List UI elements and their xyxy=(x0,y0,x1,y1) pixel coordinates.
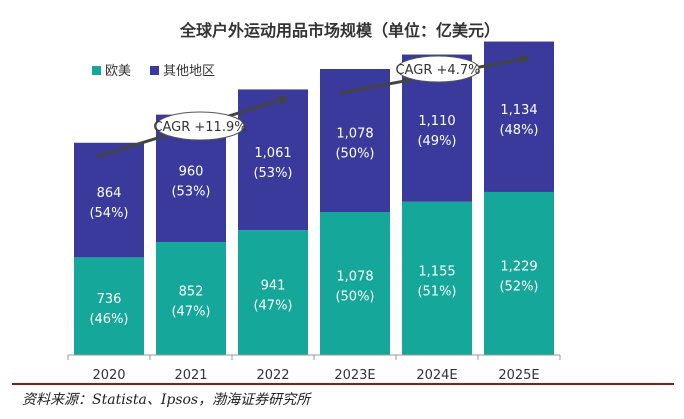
bar-share-label: (46%) xyxy=(89,312,128,327)
legend: 欧美 其他地区 xyxy=(92,64,215,79)
bar-segment-other-regions xyxy=(74,142,144,258)
x-axis-ticks: 2020 2021 2022 2023E 2024E 2025E xyxy=(67,355,561,380)
x-tick-label: 2023E xyxy=(334,368,375,380)
bar-value-label: 852 xyxy=(179,284,204,299)
source-divider xyxy=(12,383,674,385)
x-tick-label: 2020 xyxy=(92,368,125,380)
bar-segment-europe-america xyxy=(156,241,226,355)
bar-segment-europe-america xyxy=(402,201,472,355)
bar-segment-europe-america xyxy=(238,230,308,355)
bars: 736 (46%) 864 (54%) 852 (47%) 960 (53%) 941 (47%)… xyxy=(74,41,554,355)
bar-share-label: (48%) xyxy=(499,123,538,138)
source-note: 资料来源：Statista、Ipsos，渤海证券研究所 xyxy=(22,392,311,408)
x-tick-label: 2022 xyxy=(256,368,289,380)
bar-share-label: (49%) xyxy=(417,134,456,149)
bar-segment-europe-america xyxy=(320,212,390,355)
bar-value-label: 1,229 xyxy=(500,259,537,274)
legend-swatch xyxy=(150,66,159,75)
bar-share-label: (47%) xyxy=(171,304,210,319)
x-tick-label: 2024E xyxy=(416,368,457,380)
bar-share-label: (52%) xyxy=(499,279,538,294)
bar-value-label: 736 xyxy=(97,292,122,307)
bar-value-label: 1,078 xyxy=(336,270,373,285)
chart-title: 全球户外运动用品市场规模（单位：亿美元） xyxy=(179,21,500,40)
bar-value-label: 1,078 xyxy=(336,127,373,142)
bar-share-label: (50%) xyxy=(335,147,374,162)
bar-share-label: (53%) xyxy=(253,166,292,181)
bar-share-label: (50%) xyxy=(335,290,374,305)
bar-share-label: (51%) xyxy=(417,284,456,299)
bar-segment-europe-america xyxy=(484,191,554,355)
bar-value-label: 1,110 xyxy=(418,114,455,129)
bar-share-label: (47%) xyxy=(253,299,292,314)
cagr-ellipse xyxy=(396,55,480,83)
bar-share-label: (53%) xyxy=(171,184,210,199)
bar-segment-europe-america xyxy=(74,257,144,355)
bar-value-label: 960 xyxy=(179,164,204,179)
bar-value-label: 1,155 xyxy=(418,264,455,279)
bar-segment-other-regions xyxy=(484,41,554,192)
legend-swatch xyxy=(92,66,101,75)
cagr-label: CAGR +11.9% xyxy=(153,120,246,135)
bar-value-label: 1,134 xyxy=(500,103,537,118)
cagr-ellipse xyxy=(155,111,245,141)
legend-label: 欧美 xyxy=(105,64,131,79)
x-tick-label: 2025E xyxy=(498,368,539,380)
cagr-label: CAGR +4.7% xyxy=(396,63,481,78)
legend-label: 其他地区 xyxy=(163,64,215,79)
bar-value-label: 864 xyxy=(97,186,122,201)
bar-segment-other-regions xyxy=(320,69,390,212)
stacked-bar-chart: 全球户外运动用品市场规模（单位：亿美元） 欧美 其他地区 736 (46%) 864 (… xyxy=(67,21,561,380)
bar-share-label: (54%) xyxy=(89,206,128,221)
x-tick-label: 2021 xyxy=(174,368,207,380)
bar-value-label: 941 xyxy=(261,279,286,294)
bar-value-label: 1,061 xyxy=(254,146,291,161)
bar-segment-other-regions xyxy=(238,89,308,231)
annotations: CAGR +11.9% CAGR +4.7% xyxy=(95,54,530,159)
